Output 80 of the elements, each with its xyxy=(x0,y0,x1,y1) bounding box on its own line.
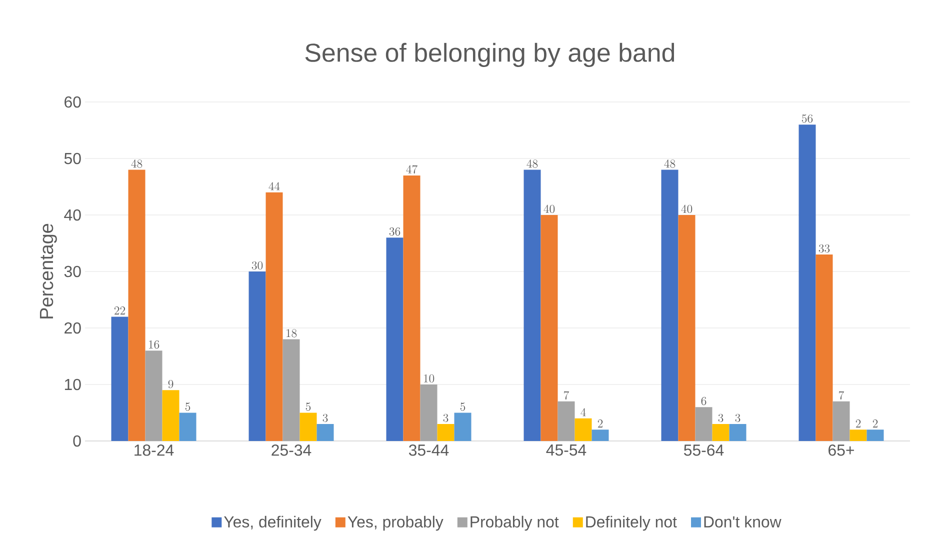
data-label: 3 xyxy=(322,414,328,422)
bar xyxy=(403,175,420,441)
bar xyxy=(266,192,283,441)
data-label: 47 xyxy=(406,165,418,174)
data-label: 3 xyxy=(718,414,724,422)
legend-label: Probably not xyxy=(470,516,559,531)
legend-label: Definitely not xyxy=(586,516,677,531)
data-label: 7 xyxy=(838,391,844,400)
x-tick-label: 45-54 xyxy=(546,444,586,456)
bar xyxy=(558,401,575,441)
bar xyxy=(798,124,816,441)
y-axis-title: Percentage xyxy=(40,224,57,318)
data-label: 40 xyxy=(544,204,555,214)
x-tick-label: 18-24 xyxy=(134,444,174,456)
bar xyxy=(850,430,867,441)
data-label: 4 xyxy=(580,408,586,416)
data-label: 7 xyxy=(564,391,569,400)
data-label: 40 xyxy=(681,204,692,214)
data-label: 18 xyxy=(286,329,297,338)
legend-label: Yes, definitely xyxy=(224,516,322,531)
legend-label: Don't know xyxy=(704,516,782,528)
bar xyxy=(386,238,404,441)
y-tick-label: 20 xyxy=(64,322,81,334)
data-label: 22 xyxy=(114,306,126,314)
bar xyxy=(145,350,162,441)
data-label: 6 xyxy=(701,396,706,406)
data-label: 10 xyxy=(424,374,434,383)
bar xyxy=(162,390,180,441)
data-label: 30 xyxy=(252,261,263,270)
y-tick-label: 50 xyxy=(64,152,81,164)
bar xyxy=(111,316,128,441)
bar xyxy=(316,424,334,441)
bar xyxy=(248,271,266,441)
data-label: 33 xyxy=(818,244,830,253)
data-label: 48 xyxy=(526,160,538,168)
data-label: 44 xyxy=(268,182,280,190)
data-label: 5 xyxy=(185,402,190,411)
x-tick-label: 55-64 xyxy=(684,444,724,456)
bar xyxy=(540,214,558,441)
bar xyxy=(678,214,696,441)
bar xyxy=(729,424,746,441)
bar xyxy=(712,424,730,441)
y-tick-label: 40 xyxy=(64,209,81,221)
y-tick-label: 0 xyxy=(73,435,81,447)
bar xyxy=(866,430,884,441)
bar xyxy=(661,170,678,441)
data-label: 36 xyxy=(389,227,400,236)
bar xyxy=(420,384,438,441)
bar xyxy=(179,412,196,441)
data-label: 3 xyxy=(735,414,740,422)
bar xyxy=(574,418,592,441)
bar xyxy=(128,170,146,441)
data-label: 2 xyxy=(872,420,878,428)
data-label: 2 xyxy=(856,420,861,428)
y-tick-label: 60 xyxy=(64,96,81,108)
data-label: 48 xyxy=(664,160,676,168)
bar xyxy=(454,412,472,441)
data-label: 2 xyxy=(598,420,603,428)
y-tick-label: 10 xyxy=(64,378,81,390)
x-tick-label: 65+ xyxy=(828,444,854,456)
bar xyxy=(437,424,454,441)
bar xyxy=(282,339,300,441)
chart-title: Sense of belonging by age band xyxy=(305,42,674,68)
x-tick-label: 35-44 xyxy=(408,444,449,456)
data-label: 5 xyxy=(306,402,311,411)
data-label: 56 xyxy=(802,114,813,123)
bar xyxy=(832,401,850,441)
y-tick-label: 30 xyxy=(64,266,81,278)
x-tick-label: 25-34 xyxy=(272,444,312,456)
data-label: 5 xyxy=(460,402,466,411)
bar xyxy=(524,170,541,441)
data-label: 9 xyxy=(168,380,174,388)
bar xyxy=(300,412,317,441)
data-label: 3 xyxy=(443,414,448,422)
data-label: 48 xyxy=(131,160,142,168)
data-label: 16 xyxy=(149,340,160,349)
bar xyxy=(592,430,609,441)
legend-label: Yes, probably xyxy=(348,516,444,531)
bar xyxy=(695,407,712,441)
bar xyxy=(816,254,833,441)
